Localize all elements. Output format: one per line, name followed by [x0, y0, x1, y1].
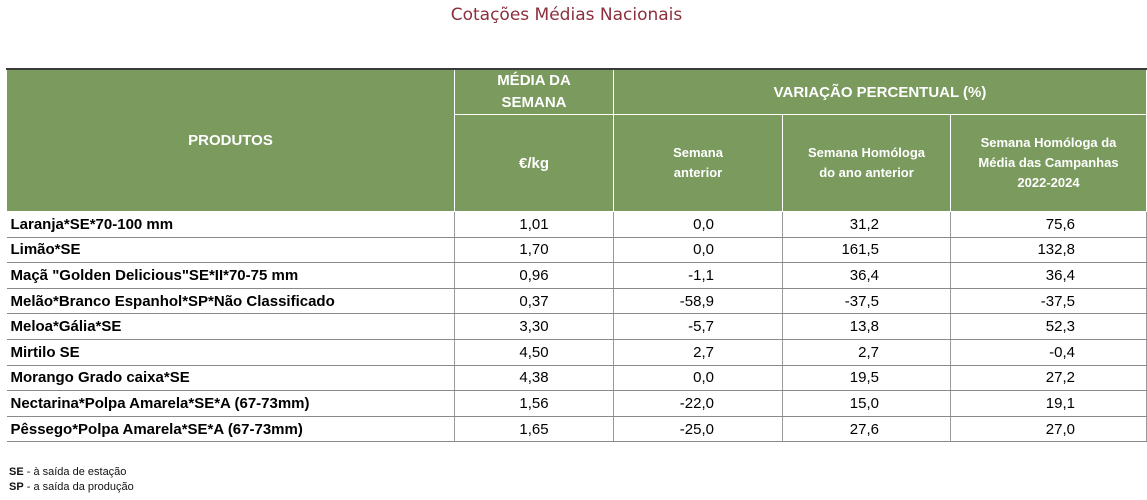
cell-homologa-ano: 27,6: [782, 416, 951, 443]
table-row: Pêssego*Polpa Amarela*SE*A (67-73mm) 1,6…: [6, 416, 1147, 443]
cell-semana-anterior: -25,0: [613, 416, 783, 443]
cell-produto: Meloa*Gália*SE: [6, 313, 455, 340]
header-hom-line2: do ano anterior: [819, 165, 914, 180]
cell-semana-anterior: 0,0: [613, 237, 783, 264]
header-media-line1: MÉDIA DA: [497, 72, 571, 89]
header-variacao: VARIAÇÃO PERCENTUAL (%): [613, 68, 1147, 115]
cell-semana-anterior: -58,9: [613, 288, 783, 315]
header-camp-line1: Semana Homóloga da: [980, 135, 1117, 150]
table-row: Nectarina*Polpa Amarela*SE*A (67-73mm) 1…: [6, 390, 1147, 417]
cell-homologa-campanhas: 27,0: [950, 416, 1147, 443]
cell-semana-anterior: 0,0: [613, 211, 783, 238]
footnote-sp: SP - a saída da produção: [9, 481, 134, 493]
cell-homologa-campanhas: -0,4: [950, 339, 1147, 366]
footnote-se-abbr: SE: [9, 466, 24, 478]
cell-produto: Melão*Branco Espanhol*SP*Não Classificad…: [6, 288, 455, 315]
cell-media: 1,56: [454, 390, 614, 417]
cell-media: 4,38: [454, 365, 614, 392]
cell-produto: Maçã "Golden Delicious"SE*II*70-75 mm: [6, 262, 455, 289]
header-homologa-ano: Semana Homóloga do ano anterior: [782, 114, 951, 212]
header-camp-line3: 2022-2024: [1017, 175, 1080, 190]
cell-homologa-ano: 31,2: [782, 211, 951, 238]
footnote-sp-abbr: SP: [9, 481, 24, 493]
cell-media: 1,70: [454, 237, 614, 264]
prices-table: PRODUTOS MÉDIA DA SEMANA VARIAÇÃO PERCEN…: [6, 68, 1147, 443]
cell-homologa-campanhas: -37,5: [950, 288, 1147, 315]
cell-homologa-ano: 36,4: [782, 262, 951, 289]
cell-homologa-ano: 19,5: [782, 365, 951, 392]
table-row: Limão*SE 1,70 0,0 161,5 132,8: [6, 237, 1147, 264]
cell-homologa-campanhas: 36,4: [950, 262, 1147, 289]
table-row: Melão*Branco Espanhol*SP*Não Classificad…: [6, 288, 1147, 315]
header-sem-ant-line1: Semana: [673, 145, 723, 160]
cell-media: 0,96: [454, 262, 614, 289]
cell-media: 1,65: [454, 416, 614, 443]
table-row: Laranja*SE*70-100 mm 1,01 0,0 31,2 75,6: [6, 211, 1147, 238]
cell-homologa-campanhas: 19,1: [950, 390, 1147, 417]
cell-media: 4,50: [454, 339, 614, 366]
table-row: Mirtilo SE 4,50 2,7 2,7 -0,4: [6, 339, 1147, 366]
cell-semana-anterior: 0,0: [613, 365, 783, 392]
header-unit: €/kg: [454, 114, 614, 212]
cell-produto: Limão*SE: [6, 237, 455, 264]
cell-produto: Mirtilo SE: [6, 339, 455, 366]
header-semana-anterior: Semana anterior: [613, 114, 783, 212]
cell-media: 0,37: [454, 288, 614, 315]
cell-semana-anterior: -1,1: [613, 262, 783, 289]
cell-media: 1,01: [454, 211, 614, 238]
table-row: Morango Grado caixa*SE 4,38 0,0 19,5 27,…: [6, 365, 1147, 392]
header-camp-line2: Média das Campanhas: [978, 155, 1119, 170]
cell-produto: Laranja*SE*70-100 mm: [6, 211, 455, 238]
page-title: Cotações Médias Nacionais: [450, 5, 683, 25]
cell-semana-anterior: -22,0: [613, 390, 783, 417]
header-media-line2: SEMANA: [501, 94, 567, 111]
cell-homologa-campanhas: 75,6: [950, 211, 1147, 238]
cell-homologa-campanhas: 52,3: [950, 313, 1147, 340]
cell-homologa-campanhas: 27,2: [950, 365, 1147, 392]
header-produtos: PRODUTOS: [6, 68, 455, 212]
header-media-semana: MÉDIA DA SEMANA: [454, 68, 614, 115]
footnote-se: SE - à saída de estação: [9, 466, 126, 478]
cell-semana-anterior: -5,7: [613, 313, 783, 340]
cell-produto: Pêssego*Polpa Amarela*SE*A (67-73mm): [6, 416, 455, 443]
header-hom-line1: Semana Homóloga: [807, 145, 926, 160]
cell-media: 3,30: [454, 313, 614, 340]
table-row: Meloa*Gália*SE 3,30 -5,7 13,8 52,3: [6, 313, 1147, 340]
cell-homologa-ano: 13,8: [782, 313, 951, 340]
footnote-sp-text: - a saída da produção: [23, 481, 134, 493]
header-homologa-campanhas: Semana Homóloga da Média das Campanhas 2…: [950, 114, 1147, 212]
cell-homologa-ano: -37,5: [782, 288, 951, 315]
header-sem-ant-line2: anterior: [673, 165, 723, 180]
footnote-se-text: - à saída de estação: [23, 466, 127, 478]
cell-produto: Nectarina*Polpa Amarela*SE*A (67-73mm): [6, 390, 455, 417]
cell-homologa-ano: 2,7: [782, 339, 951, 366]
cell-homologa-ano: 161,5: [782, 237, 951, 264]
table-row: Maçã "Golden Delicious"SE*II*70-75 mm 0,…: [6, 262, 1147, 289]
cell-semana-anterior: 2,7: [613, 339, 783, 366]
cell-produto: Morango Grado caixa*SE: [6, 365, 455, 392]
cell-homologa-ano: 15,0: [782, 390, 951, 417]
cell-homologa-campanhas: 132,8: [950, 237, 1147, 264]
